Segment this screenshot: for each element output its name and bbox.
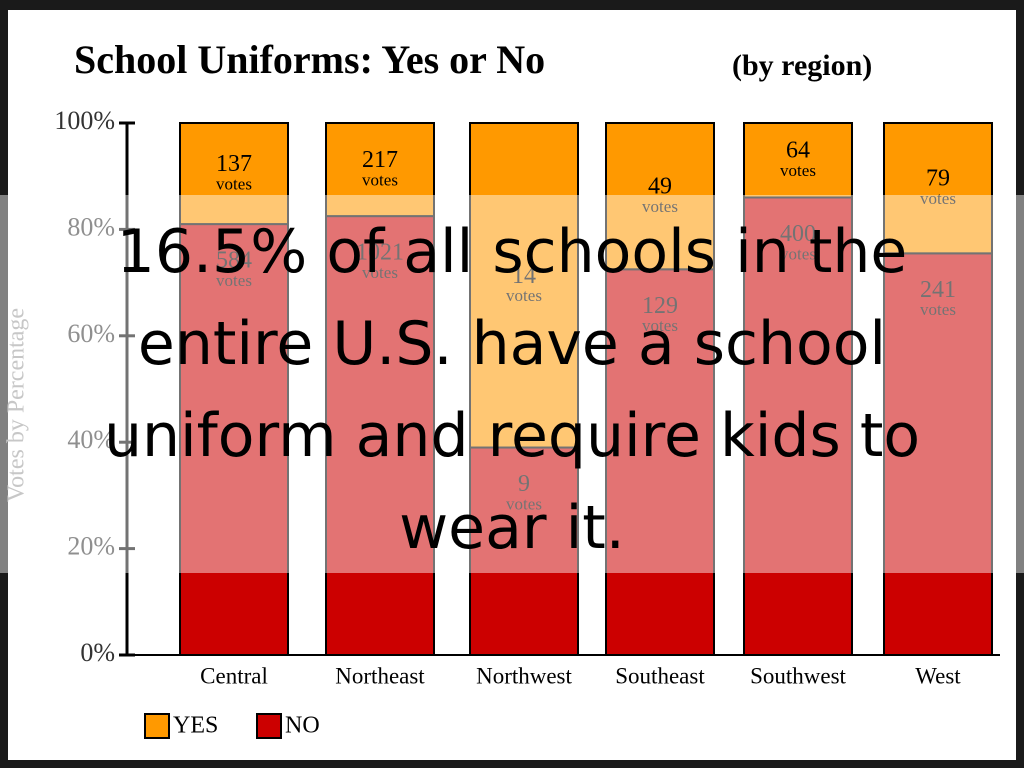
vote-count: 137 xyxy=(216,151,252,177)
y-tick-label: 20% xyxy=(67,532,115,561)
legend-swatch xyxy=(144,713,170,739)
vote-count: 241 xyxy=(920,277,956,303)
y-tick-label: 40% xyxy=(67,425,115,454)
bar-segment xyxy=(325,215,435,656)
vote-unit: votes xyxy=(506,286,542,305)
vote-unit: votes xyxy=(506,494,542,513)
bar-segment xyxy=(179,122,289,226)
y-tick-label: 80% xyxy=(67,212,115,241)
chart-title: School Uniforms: Yes or No xyxy=(74,37,545,82)
legend-label: YES xyxy=(173,713,218,739)
vote-unit: votes xyxy=(780,161,816,180)
vote-count: 584 xyxy=(216,248,252,274)
y-axis-label: Votes by Percentage xyxy=(4,308,30,502)
vote-count: 400 xyxy=(780,221,816,247)
legend-label: NO xyxy=(285,713,320,739)
vote-count: 9 xyxy=(518,471,530,497)
vote-unit: votes xyxy=(362,170,398,189)
y-tick-label: 100% xyxy=(54,106,115,135)
x-tick-label: West xyxy=(915,663,961,688)
plot: 0%20%40%60%80%100%584votes137votesCentra… xyxy=(54,106,1000,739)
y-tick-label: 0% xyxy=(80,638,115,667)
x-tick-label: Northeast xyxy=(335,663,425,688)
x-tick-label: Northwest xyxy=(476,663,572,688)
vote-count: 64 xyxy=(786,138,810,164)
bar-segment xyxy=(469,446,579,656)
vote-unit: votes xyxy=(642,316,678,335)
vote-count: 14 xyxy=(512,263,536,289)
y-tick-label: 60% xyxy=(67,319,115,348)
x-tick-label: Southwest xyxy=(750,663,846,688)
bar-segment xyxy=(605,122,715,271)
vote-unit: votes xyxy=(216,174,252,193)
bar-segment xyxy=(325,122,435,218)
vote-count: 49 xyxy=(648,174,672,200)
vote-unit: votes xyxy=(920,300,956,319)
vote-count: 217 xyxy=(362,147,398,173)
bar-segment xyxy=(883,252,993,656)
vote-unit: votes xyxy=(780,244,816,263)
vote-count: 79 xyxy=(926,166,950,192)
x-tick-label: Southeast xyxy=(615,663,705,688)
chart-subtitle: (by region) xyxy=(732,49,872,82)
vote-unit: votes xyxy=(362,263,398,282)
vote-unit: votes xyxy=(216,271,252,290)
vote-unit: votes xyxy=(920,189,956,208)
bar-segment xyxy=(883,122,993,255)
vote-count: 129 xyxy=(642,293,678,319)
bar-segment xyxy=(743,122,853,199)
legend-swatch xyxy=(256,713,282,739)
caption-band xyxy=(0,195,1024,573)
vote-unit: votes xyxy=(642,197,678,216)
bar-segment xyxy=(469,122,579,449)
x-tick-label: Central xyxy=(200,663,268,688)
caption: 16.5% of all schools in the entire U.S. … xyxy=(103,217,921,563)
vote-count: 1021 xyxy=(356,240,404,266)
